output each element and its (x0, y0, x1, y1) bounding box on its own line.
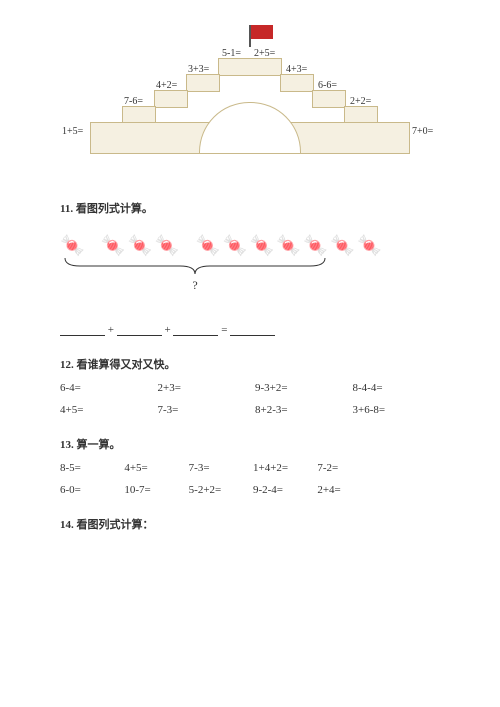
candy-icon: 🍬 (223, 236, 248, 256)
q12-item: 9-3+2= (255, 382, 343, 394)
candy-icon: 🍬 (60, 236, 85, 256)
candy-group-1: 🍬 (60, 236, 85, 256)
staircase-diagram: 5-1= 2+5= 3+3= 4+3= 4+2= 6-6= 7-6= 2+2= … (60, 20, 440, 170)
step-left-5: 5-1= (222, 48, 241, 59)
step-r3 (312, 90, 346, 108)
step-left-2: 7-6= (124, 96, 143, 107)
equals: = (221, 324, 227, 336)
candy-icon: 🍬 (249, 236, 274, 256)
q13-item: 5-2+2= (189, 484, 247, 496)
candy-icon: 🍬 (155, 236, 180, 256)
fill-in-equation: + + = (60, 323, 440, 336)
candy-row: 🍬 🍬 🍬 🍬 🍬 🍬 🍬 🍬 🍬 🍬 🍬 (60, 236, 440, 256)
q12-item: 3+6-8= (353, 404, 441, 416)
q13-item: 10-7= (124, 484, 182, 496)
flag-icon (251, 25, 273, 39)
blank-4[interactable] (230, 323, 275, 336)
candy-icon: 🍬 (196, 236, 221, 256)
q12-item: 8-4-4= (353, 382, 441, 394)
step-r2 (280, 74, 314, 92)
q12-item: 7-3= (158, 404, 246, 416)
q12-heading: 12. 看谁算得又对又快。 (60, 356, 440, 372)
step-right-1: 2+5= (254, 48, 275, 59)
q13-item: 8-5= (60, 462, 118, 474)
step-right-5: 7+0= (412, 126, 433, 137)
q13-heading: 13. 算一算。 (60, 436, 440, 452)
candy-group-3: 🍬 🍬 🍬 🍬 🍬 🍬 🍬 (196, 236, 382, 256)
candy-icon: 🍬 (303, 236, 328, 256)
blank-2[interactable] (117, 323, 162, 336)
candy-icon: 🍬 (101, 236, 126, 256)
candy-icon: 🍬 (330, 236, 355, 256)
step-right-3: 6-6= (318, 80, 337, 91)
step-l4 (186, 74, 220, 92)
blank-1[interactable] (60, 323, 105, 336)
q12-grid: 6-4= 2+3= 9-3+2= 8-4-4= 4+5= 7-3= 8+2-3=… (60, 382, 440, 416)
step-left-4: 3+3= (188, 64, 209, 75)
candy-icon: 🍬 (357, 236, 382, 256)
q13-item: 2+4= (317, 484, 375, 496)
step-right-4: 2+2= (350, 96, 371, 107)
q13-item: 9-2-4= (253, 484, 311, 496)
brace-icon (60, 256, 330, 276)
plus-2: + (164, 324, 170, 336)
q11-heading: 11. 看图列式计算。 (60, 200, 440, 216)
candy-group-2: 🍬 🍬 🍬 (101, 236, 180, 256)
q14-heading: 14. 看图列式计算： (60, 516, 440, 532)
q13-item: 4+5= (124, 462, 182, 474)
blank-3[interactable] (173, 323, 218, 336)
q12-item: 4+5= (60, 404, 148, 416)
q12-item: 2+3= (158, 382, 246, 394)
step-left-3: 4+2= (156, 80, 177, 91)
q12-item: 6-4= (60, 382, 148, 394)
question-mark: ? (60, 278, 330, 293)
plus-1: + (108, 324, 114, 336)
q12-item: 8+2-3= (255, 404, 343, 416)
step-right-2: 4+3= (286, 64, 307, 75)
q13-grid: 8-5= 4+5= 7-3= 1+4+2= 7-2= 6-0= 10-7= 5-… (60, 462, 440, 496)
q13-item: 7-2= (317, 462, 375, 474)
step-top (218, 58, 282, 76)
q13-item: 7-3= (189, 462, 247, 474)
q13-item: 1+4+2= (253, 462, 311, 474)
step-left-1: 1+5= (62, 126, 83, 137)
q13-item: 6-0= (60, 484, 118, 496)
candy-icon: 🍬 (276, 236, 301, 256)
candy-icon: 🍬 (128, 236, 153, 256)
step-l3 (154, 90, 188, 108)
arch (199, 102, 301, 153)
